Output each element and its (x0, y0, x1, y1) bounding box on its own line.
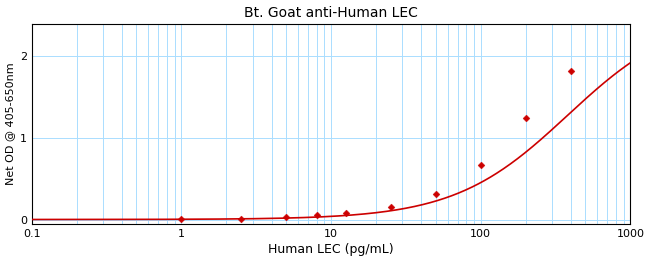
Y-axis label: Net OD @ 405-650nm: Net OD @ 405-650nm (6, 63, 16, 185)
Title: Bt. Goat anti-Human LEC: Bt. Goat anti-Human LEC (244, 6, 418, 20)
X-axis label: Human LEC (pg/mL): Human LEC (pg/mL) (268, 243, 394, 256)
